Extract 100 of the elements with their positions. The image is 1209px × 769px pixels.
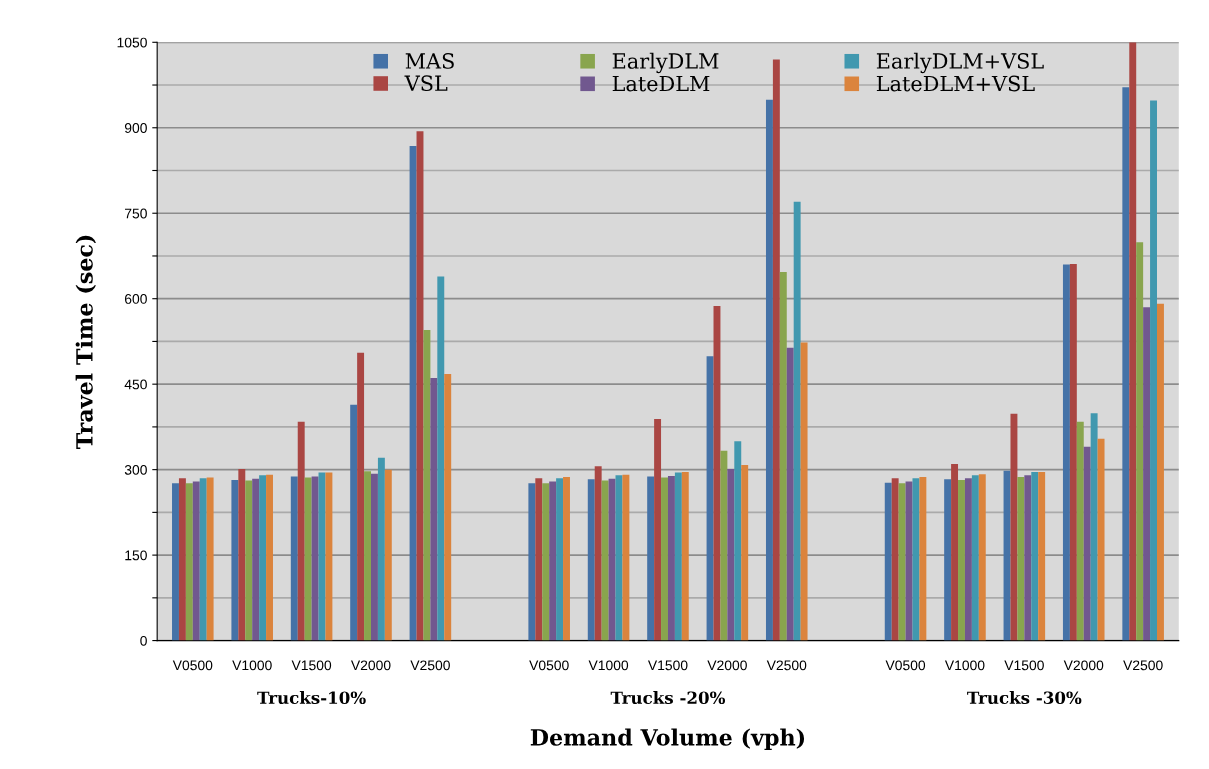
y-axis-title: Travel Time (sec) [75,235,96,450]
y-tick-label: 1050 [117,37,147,48]
legend-label: VSL [404,75,448,92]
bar [912,478,920,641]
x-tick-label: V2000 [1063,660,1104,671]
x-tick-label: V2000 [350,660,391,671]
bar [1076,421,1084,641]
bar [423,330,431,641]
bar [266,474,273,641]
bar [563,477,570,641]
y-tick-label: 900 [124,123,147,133]
bar [681,471,689,641]
x-tick-label: V2500 [1123,660,1163,671]
bar [542,483,550,641]
bar [178,478,186,641]
bar [898,483,906,641]
bar [720,450,728,641]
bar [978,474,986,641]
bar [971,475,979,641]
bar [364,471,371,641]
bar [1031,471,1039,641]
y-tick-label: 750 [124,208,147,219]
y-tick-label: 300 [124,464,147,475]
bar [958,479,965,641]
legend-label: MAS [405,53,454,69]
bar [409,146,417,641]
bar [587,479,595,641]
bar [556,478,564,641]
bar [370,473,378,641]
x-tick-label: V0500 [172,660,213,671]
bar [384,469,392,641]
x-tick-label: V2500 [410,660,450,671]
bar [1062,264,1070,641]
bar [297,421,305,641]
bar [647,476,655,641]
bar [325,472,333,641]
bar [741,465,749,641]
bar [1129,42,1137,641]
bar [290,476,298,641]
bar [377,457,385,641]
text: Trucks -20% [610,691,726,705]
bar [765,99,773,641]
bar [245,480,253,641]
bar [549,481,557,641]
bar [357,352,365,641]
bar [601,480,609,641]
bar [1157,303,1164,641]
bar [944,479,952,641]
x-tick-label: V2500 [766,660,807,671]
bar [192,481,200,641]
x-tick-label: V1500 [291,660,332,671]
bar [430,377,438,641]
bar [437,276,445,641]
text: Trucks-10% [257,691,366,705]
bar [350,404,358,641]
bar [444,373,452,641]
bar [1143,307,1151,641]
bar [594,466,602,641]
bar [734,441,742,641]
bar [654,418,662,641]
bar [304,477,312,641]
bar [964,478,972,641]
legend-label: LateDLM+VSL [876,75,1035,92]
bar [674,472,682,641]
bar [528,483,536,641]
bar [793,201,801,641]
bar [951,463,959,641]
bar [786,347,794,641]
x-tick-label: V2000 [707,660,747,671]
bar [259,475,267,641]
bar [185,483,193,641]
bar [891,478,899,641]
bar [1038,471,1046,641]
bar [311,476,319,641]
bar [1083,446,1091,641]
bar [252,478,260,641]
bar [884,482,892,641]
x-tick-label: V1000 [588,660,629,671]
bar [661,477,668,641]
bar [727,469,735,641]
x-tick-label: V1000 [944,660,985,671]
x-axis-title: Demand Volume (vph) [530,728,805,751]
text: Trucks -30% [967,691,1082,705]
bar [919,477,927,641]
bar [800,342,808,641]
y-tick-label: 600 [124,294,147,304]
x-tick-label: V0500 [885,660,926,671]
bar [1136,242,1144,641]
legend-label: LateDLM [612,75,710,92]
bar [535,478,543,641]
x-tick-label: V0500 [529,660,569,671]
legend-label: EarlyDLM+VSL [876,52,1044,74]
x-tick-label: V1500 [647,660,688,671]
x-tick-label: V1500 [1004,660,1044,671]
y-tick-label: 150 [125,550,147,561]
y-tick-label: 0 [140,635,147,646]
bar [1069,263,1077,641]
bar [608,478,616,641]
bar [206,477,214,641]
bar [199,478,207,641]
